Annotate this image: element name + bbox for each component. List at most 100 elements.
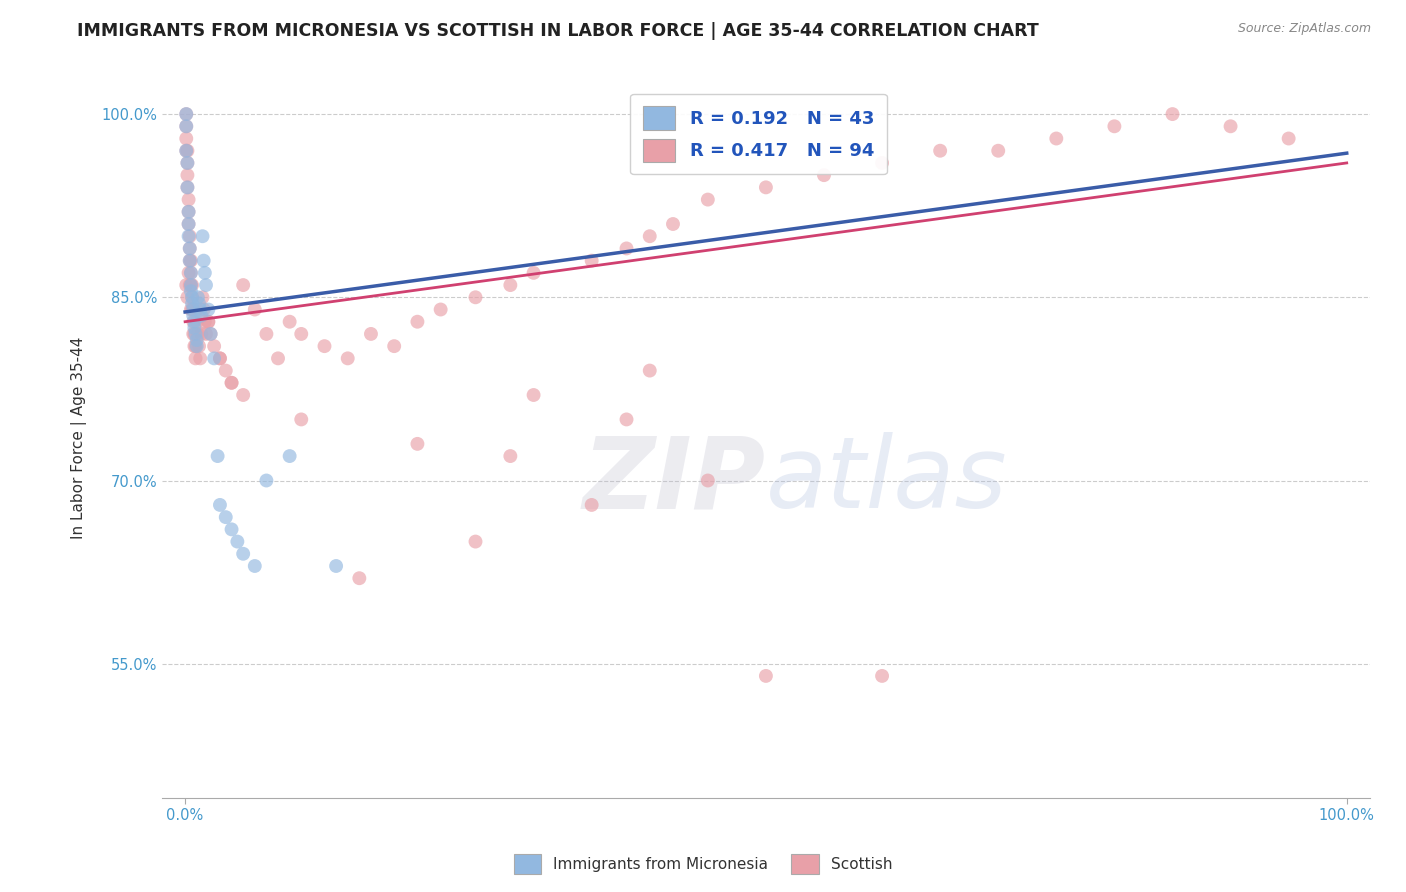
Point <box>176 180 198 194</box>
Point <box>581 498 603 512</box>
Point <box>194 266 217 280</box>
Point <box>183 315 205 329</box>
Point <box>314 339 336 353</box>
Text: atlas: atlas <box>766 433 1008 530</box>
Point <box>177 204 200 219</box>
Point <box>232 278 254 293</box>
Point <box>180 302 202 317</box>
Point <box>183 339 205 353</box>
Point <box>177 217 200 231</box>
Point <box>177 193 200 207</box>
Point <box>174 120 197 134</box>
Point <box>195 278 218 293</box>
Point <box>382 339 405 353</box>
Point <box>183 326 205 341</box>
Point <box>200 326 222 341</box>
Point <box>184 326 207 341</box>
Point <box>1104 120 1126 134</box>
Point <box>181 278 204 293</box>
Point <box>177 229 200 244</box>
Point <box>278 449 301 463</box>
Text: Source: ZipAtlas.com: Source: ZipAtlas.com <box>1237 22 1371 36</box>
Point <box>181 302 204 317</box>
Point <box>197 315 219 329</box>
Point <box>638 363 661 377</box>
Point <box>181 315 204 329</box>
Point <box>1045 131 1067 145</box>
Point <box>174 107 197 121</box>
Point <box>180 284 202 298</box>
Point <box>499 278 522 293</box>
Point <box>184 339 207 353</box>
Point <box>226 534 249 549</box>
Point <box>184 351 207 366</box>
Point <box>176 290 198 304</box>
Point <box>221 522 243 536</box>
Point <box>177 266 200 280</box>
Point <box>186 315 208 329</box>
Point <box>188 339 211 353</box>
Point <box>616 412 638 426</box>
Legend: Immigrants from Micronesia, Scottish: Immigrants from Micronesia, Scottish <box>508 848 898 880</box>
Point <box>180 278 202 293</box>
Point <box>616 242 638 256</box>
Point <box>360 326 382 341</box>
Point <box>243 559 266 574</box>
Point <box>176 156 198 170</box>
Point <box>179 242 201 256</box>
Point <box>191 229 214 244</box>
Point <box>174 107 197 121</box>
Point <box>180 266 202 280</box>
Point <box>183 321 205 335</box>
Point <box>181 302 204 317</box>
Point <box>177 204 200 219</box>
Point <box>349 571 371 585</box>
Point <box>186 333 208 347</box>
Point <box>181 302 204 317</box>
Point <box>208 351 231 366</box>
Point <box>870 669 893 683</box>
Point <box>232 547 254 561</box>
Point <box>195 326 218 341</box>
Point <box>325 559 347 574</box>
Point <box>290 412 312 426</box>
Point <box>1219 120 1241 134</box>
Point <box>176 156 198 170</box>
Point <box>179 242 201 256</box>
Point <box>176 168 198 182</box>
Point <box>176 144 198 158</box>
Point <box>499 449 522 463</box>
Point <box>755 180 778 194</box>
Legend: R = 0.192   N = 43, R = 0.417   N = 94: R = 0.192 N = 43, R = 0.417 N = 94 <box>630 94 887 174</box>
Point <box>429 302 451 317</box>
Point <box>662 217 685 231</box>
Point <box>406 315 429 329</box>
Point <box>523 388 546 402</box>
Point <box>186 302 208 317</box>
Point <box>193 253 215 268</box>
Point <box>406 437 429 451</box>
Point <box>290 326 312 341</box>
Point <box>1161 107 1184 121</box>
Point <box>177 217 200 231</box>
Point <box>581 253 603 268</box>
Point <box>267 351 290 366</box>
Point <box>464 534 486 549</box>
Point <box>174 144 197 158</box>
Point <box>755 669 778 683</box>
Y-axis label: In Labor Force | Age 35-44: In Labor Force | Age 35-44 <box>72 336 87 539</box>
Point <box>180 253 202 268</box>
Point <box>197 302 219 317</box>
Point <box>243 302 266 317</box>
Point <box>696 474 718 488</box>
Text: IMMIGRANTS FROM MICRONESIA VS SCOTTISH IN LABOR FORCE | AGE 35-44 CORRELATION CH: IMMIGRANTS FROM MICRONESIA VS SCOTTISH I… <box>77 22 1039 40</box>
Point <box>179 253 201 268</box>
Point <box>254 326 277 341</box>
Point <box>215 510 238 524</box>
Point <box>929 144 952 158</box>
Point <box>193 302 215 317</box>
Point <box>194 315 217 329</box>
Point <box>181 296 204 310</box>
Point <box>174 120 197 134</box>
Point <box>181 309 204 323</box>
